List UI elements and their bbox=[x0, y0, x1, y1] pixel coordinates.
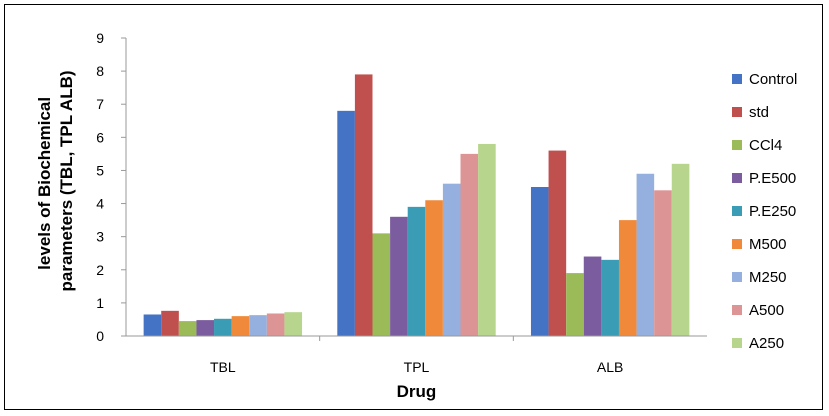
legend-swatch bbox=[732, 140, 742, 150]
y-tick-label: 0 bbox=[96, 328, 104, 344]
y-tick-label: 3 bbox=[96, 229, 104, 245]
y-tick-label: 1 bbox=[96, 295, 104, 311]
y-tick-label: 8 bbox=[96, 63, 104, 79]
legend-swatch bbox=[732, 74, 742, 84]
legend-swatch bbox=[732, 305, 742, 315]
legend-label: P.E500 bbox=[749, 170, 796, 187]
chart-frame bbox=[4, 4, 823, 410]
bar-alb-m250 bbox=[636, 173, 655, 336]
bar-tpl-a500 bbox=[460, 153, 479, 336]
legend-label: CCl4 bbox=[749, 137, 782, 154]
bar-tpl-ccl4 bbox=[372, 233, 391, 336]
bar-tbl-a250 bbox=[284, 312, 303, 336]
y-axis-title: levels of Biochemical parameters (TBL, T… bbox=[35, 70, 76, 291]
legend-label: P.E250 bbox=[749, 203, 796, 220]
y-tick-label: 7 bbox=[96, 96, 104, 112]
bar-alb-std bbox=[548, 150, 567, 336]
bar-alb-control bbox=[530, 187, 549, 336]
bar-tbl-ccl4 bbox=[178, 321, 197, 336]
legend-swatch bbox=[732, 107, 742, 117]
y-tick-label: 9 bbox=[96, 30, 104, 46]
legend-swatch bbox=[732, 206, 742, 216]
legend-label: Control bbox=[749, 71, 797, 88]
bar-tpl-pe250 bbox=[407, 206, 426, 336]
legend-swatch bbox=[732, 173, 742, 183]
bar-alb-ccl4 bbox=[566, 273, 584, 336]
legend-label: A250 bbox=[749, 335, 784, 352]
legend-label: std bbox=[749, 104, 769, 121]
bar-tbl-std bbox=[161, 310, 179, 336]
y-axis-ticks: 0 1 2 3 4 5 6 7 8 9 bbox=[96, 30, 126, 344]
y-axis-title-line-2: parameters (TBL, TPL ALB) bbox=[57, 70, 76, 291]
y-tick-label: 4 bbox=[96, 196, 104, 212]
legend: Control std CCl4 P.E500 P.E250 M500 M250 A500 A2… bbox=[732, 71, 797, 352]
bar-tbl-m500 bbox=[231, 316, 250, 336]
x-tick-label: TBL bbox=[210, 359, 236, 375]
bar-tpl-pe500 bbox=[390, 216, 408, 336]
x-axis-ticks: TBL TPL ALB bbox=[210, 336, 623, 375]
legend-swatch bbox=[732, 272, 742, 282]
x-axis-title: Drug bbox=[397, 382, 437, 401]
bar-tbl-control bbox=[143, 314, 162, 336]
y-axis-title-line-1: levels of Biochemical bbox=[35, 97, 54, 270]
y-tick-label: 2 bbox=[96, 262, 104, 278]
bar-alb-pe250 bbox=[601, 259, 619, 336]
bar-tpl-a250 bbox=[478, 143, 496, 336]
legend-label: M250 bbox=[749, 269, 787, 286]
legend-swatch bbox=[732, 239, 742, 249]
bar-tbl-a500 bbox=[266, 313, 285, 336]
y-tick-label: 5 bbox=[96, 162, 104, 178]
bar-alb-a500 bbox=[654, 190, 672, 336]
legend-label: A500 bbox=[749, 302, 784, 319]
bar-tpl-m250 bbox=[442, 183, 461, 336]
bar-tbl-pe250 bbox=[214, 318, 232, 336]
bar-alb-m500 bbox=[618, 220, 637, 336]
bar-tpl-control bbox=[337, 110, 355, 336]
bar-tpl-m500 bbox=[425, 200, 443, 336]
legend-swatch bbox=[732, 338, 742, 348]
bars bbox=[143, 74, 690, 336]
y-tick-label: 6 bbox=[96, 129, 104, 145]
bar-alb-a250 bbox=[671, 163, 690, 336]
x-tick-label: TPL bbox=[404, 359, 430, 375]
bar-tbl-m250 bbox=[249, 315, 267, 336]
legend-label: M500 bbox=[749, 236, 787, 253]
bar-alb-pe500 bbox=[583, 256, 602, 336]
bar-tbl-pe500 bbox=[196, 320, 215, 336]
x-tick-label: ALB bbox=[597, 359, 623, 375]
bar-tpl-std bbox=[354, 74, 373, 336]
